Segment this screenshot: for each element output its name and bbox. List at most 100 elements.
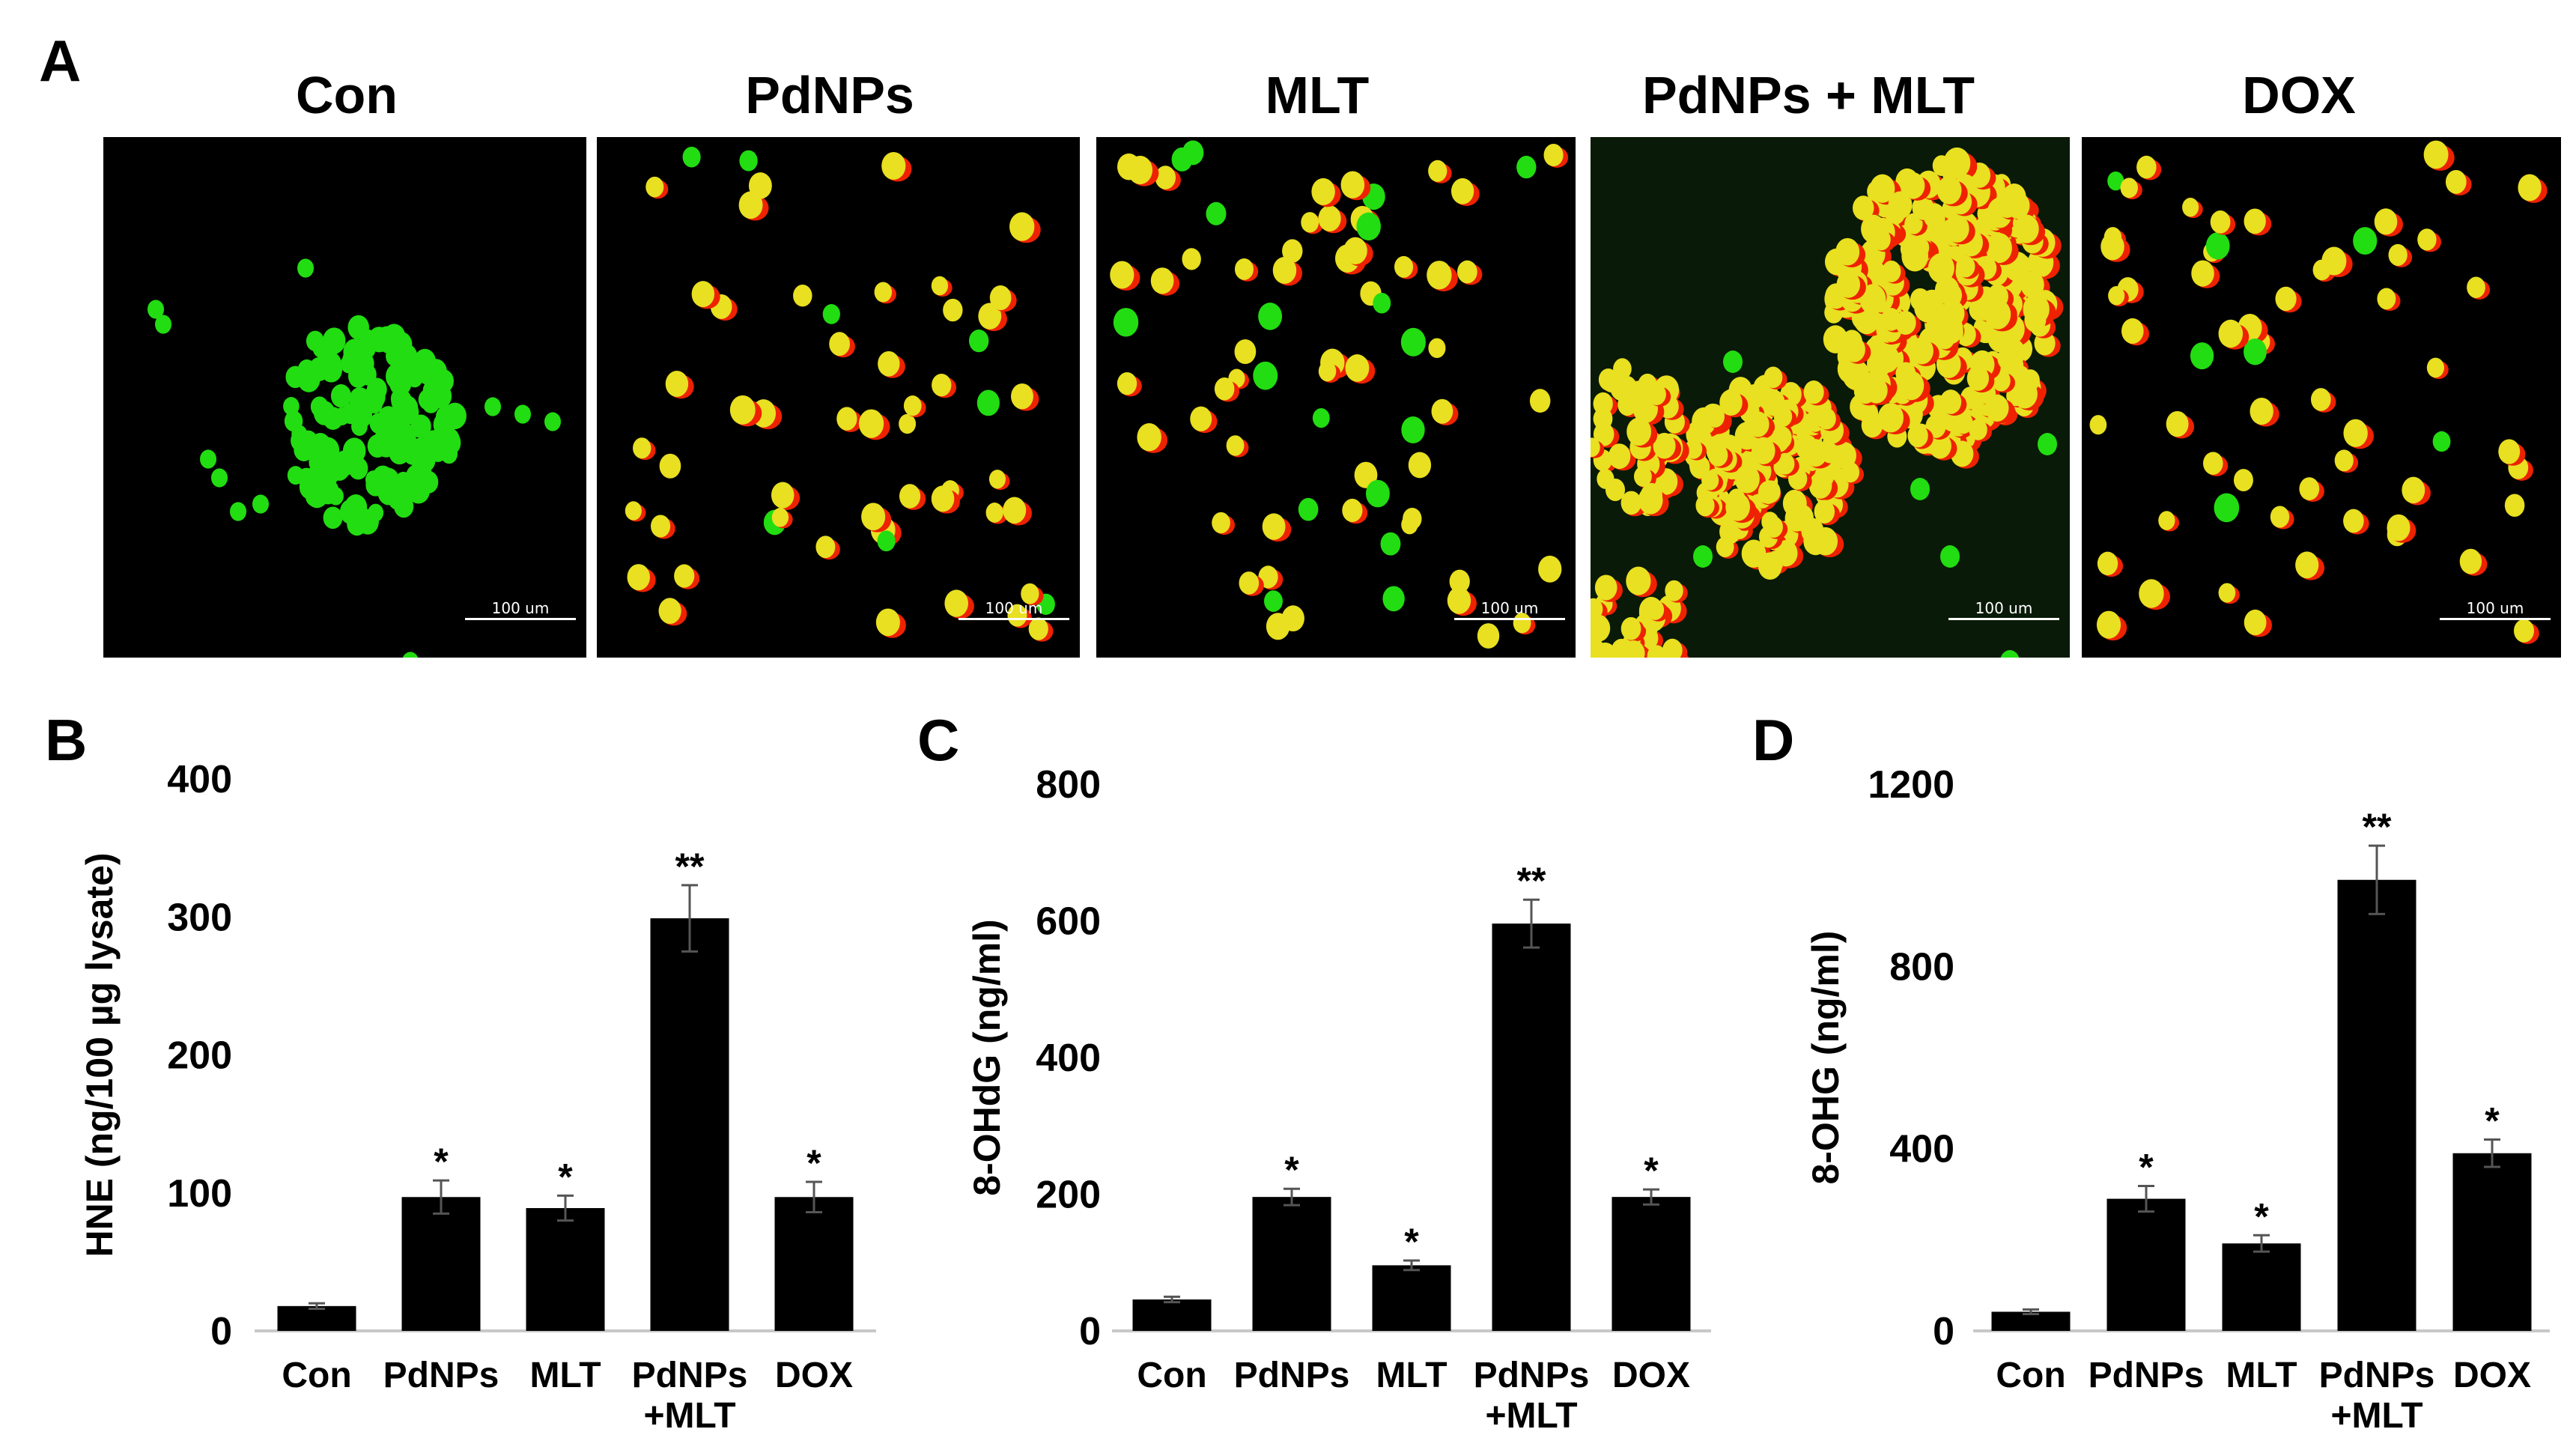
x-tick-label: Con [282, 1356, 351, 1395]
cell [771, 482, 801, 510]
cell [291, 429, 310, 452]
cell [200, 449, 216, 469]
micrograph-pdnps-cells [625, 146, 1055, 642]
cell [1817, 407, 1841, 431]
cell [748, 172, 772, 199]
cell [1823, 325, 1848, 354]
cell [309, 459, 328, 481]
cell [1841, 461, 1865, 485]
cell [1751, 437, 1781, 467]
cell [1373, 292, 1391, 314]
cell [2203, 452, 2229, 476]
cell [1312, 408, 1330, 428]
cell [1936, 314, 1963, 345]
cell [1984, 394, 2015, 424]
scale-bar-label: 100 um [1975, 599, 2033, 617]
cell [1901, 172, 1931, 201]
cell [211, 468, 228, 488]
cell [1301, 212, 1324, 234]
cell [2321, 246, 2353, 278]
cell [1311, 178, 1341, 207]
significance-marker: * [558, 1156, 573, 1198]
cell [1901, 240, 1929, 272]
bar [2106, 1198, 2186, 1331]
scale-bar-line [1454, 618, 1565, 620]
cell [932, 373, 957, 398]
cell [1956, 255, 1980, 279]
cell [1155, 166, 1181, 191]
cell [1597, 469, 1614, 489]
cell [1401, 416, 1425, 444]
cell [1447, 586, 1477, 616]
x-tick-label: PdNPs [2089, 1356, 2205, 1395]
cell [1758, 480, 1778, 504]
cell [2038, 433, 2057, 455]
cell [2498, 439, 2526, 466]
cell [1345, 354, 1376, 384]
cell [1910, 478, 1930, 500]
bar [650, 918, 729, 1331]
cell [1708, 443, 1733, 468]
cell [1428, 338, 1446, 359]
cell [395, 395, 419, 422]
cell [2513, 619, 2539, 644]
cell [710, 294, 738, 321]
x-tick-label: PdNPs [1474, 1356, 1590, 1395]
cell [1626, 417, 1658, 448]
cell [1939, 389, 1967, 416]
cell [1719, 389, 1749, 418]
cell [1647, 383, 1671, 407]
significance-marker: * [434, 1141, 449, 1183]
cell [1543, 143, 1569, 168]
cell [1640, 482, 1662, 509]
cell [674, 564, 700, 589]
cell [1985, 232, 2019, 265]
cell [2299, 477, 2324, 502]
cell [988, 470, 1010, 491]
cell [305, 481, 329, 509]
cell [148, 300, 164, 319]
cell [230, 502, 246, 521]
significance-marker: * [1644, 1150, 1659, 1192]
cell [1665, 580, 1688, 603]
micrograph-mlt: 100 um [1096, 137, 1576, 658]
y-tick-label: 0 [210, 1310, 232, 1353]
cell [1761, 512, 1779, 532]
cell [1516, 156, 1537, 179]
cell [1594, 574, 1623, 602]
bar [1372, 1265, 1451, 1331]
cell [433, 369, 454, 393]
cell [875, 608, 906, 638]
micrograph-dox: 100 um [2082, 137, 2561, 658]
cell [1356, 212, 1381, 241]
cell [815, 536, 840, 560]
scale-bar-label: 100 um [2466, 599, 2524, 617]
cell [771, 508, 793, 529]
cell [1695, 494, 1719, 518]
cell [2374, 208, 2403, 237]
cell [347, 364, 368, 388]
cell [1021, 583, 1044, 606]
cell [978, 303, 1007, 332]
cell [2100, 233, 2130, 262]
cell [627, 564, 656, 592]
cell [861, 503, 892, 533]
cell [1725, 492, 1757, 524]
cell [1943, 147, 1978, 180]
cell [309, 357, 330, 381]
cell [682, 146, 701, 168]
y-axis-label: 8-OHdG (ng/ml) [966, 919, 1008, 1195]
scale-bar-line [959, 618, 1069, 620]
x-tick-label: MLT [2226, 1356, 2297, 1395]
cell [2275, 286, 2302, 313]
cell [858, 409, 890, 440]
cell [1859, 403, 1879, 425]
scale-bar: 100 um [1948, 601, 2059, 620]
cell [1253, 361, 1278, 390]
cell [2518, 174, 2548, 203]
cell [2402, 476, 2431, 506]
cell [1591, 614, 1611, 642]
cell [1282, 239, 1303, 263]
cell [1841, 330, 1863, 354]
cell [2121, 318, 2150, 346]
